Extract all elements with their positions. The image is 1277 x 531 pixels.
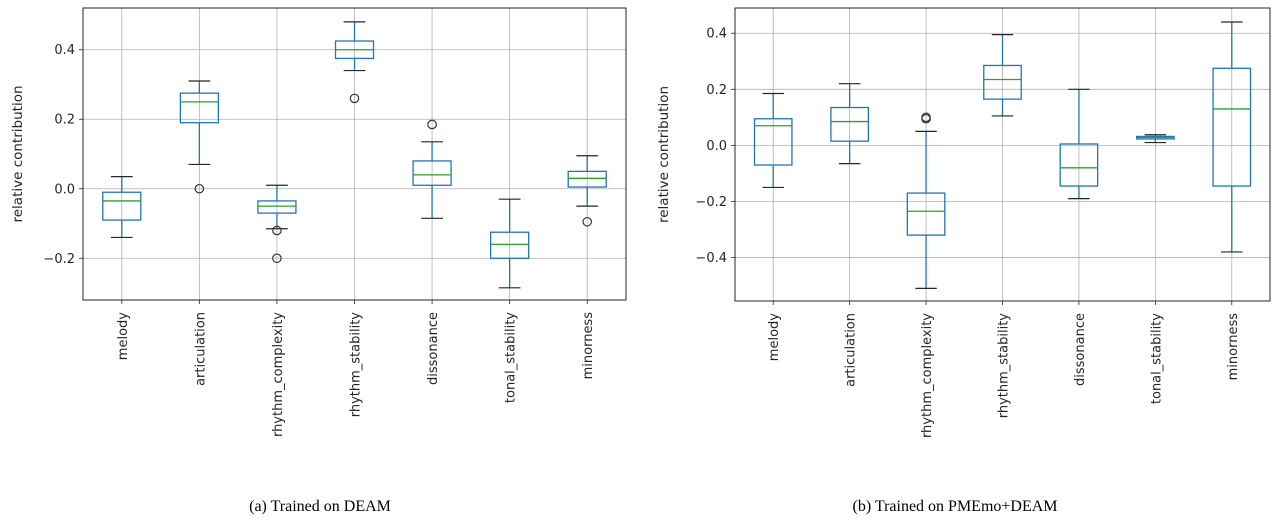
x-tick-label-rhythm-stability: rhythm_stability (997, 313, 1012, 419)
y-axis-label: relative contribution (656, 86, 672, 223)
iqr-box (489, 231, 530, 259)
y-tick-label: 0.0 (54, 182, 75, 197)
box-dissonance (412, 119, 452, 219)
x-tick-label-articulation: articulation (844, 313, 859, 387)
y-tick-label: −0.4 (695, 251, 727, 266)
iqr-box (983, 64, 1022, 100)
axes-frame (734, 7, 1271, 302)
outlier-point (427, 119, 437, 130)
iqr-box (906, 192, 946, 236)
x-tick-label-rhythm-complexity: rhythm_complexity (271, 312, 286, 437)
outlier-point (194, 183, 205, 194)
x-tick-label-minorness: minorness (1226, 313, 1241, 381)
x-tick-label-melody: melody (767, 313, 782, 361)
x-tick-label-rhythm-stability: rhythm_stability (349, 312, 364, 418)
box-rhythm-complexity (906, 112, 946, 289)
box-minorness (567, 155, 607, 227)
box-rhythm-stability (983, 34, 1022, 117)
boxplot-chart-pmemo-deam: −0.4 −0.2 0.0 0.2 0.4 melody articulation rhyth… (656, 7, 1271, 438)
y-tick-label: 0.2 (706, 83, 727, 98)
y-tick-label: 0.4 (54, 43, 75, 58)
iqr-box (567, 170, 607, 188)
y-tick-label: 0.4 (706, 27, 727, 42)
iqr-box (830, 106, 870, 142)
x-tick-label-tonal-stability: tonal_stability (504, 312, 519, 403)
iqr-box (1059, 143, 1099, 187)
x-tick-label-rhythm-complexity: rhythm_complexity (920, 313, 935, 438)
y-tick-label: −0.2 (43, 252, 75, 267)
box-articulation (179, 80, 220, 194)
x-tick-label-dissonance: dissonance (426, 312, 441, 385)
iqr-box (257, 200, 297, 214)
box-melody (102, 175, 142, 239)
box-tonal-stability (489, 198, 530, 289)
box-melody (753, 92, 793, 189)
x-tick-label-tonal-stability: tonal_stability (1149, 313, 1164, 404)
outlier-point (349, 93, 360, 104)
iqr-box (412, 160, 452, 186)
iqr-box (179, 92, 220, 124)
iqr-box (1212, 67, 1252, 187)
outlier-point (272, 225, 282, 236)
boxplot-chart-deam: −0.2 0.0 0.2 0.4 melody articulation rhythm_co… (10, 7, 627, 437)
box-tonal-stability (1135, 134, 1175, 144)
y-tick-label: −0.2 (695, 195, 727, 210)
outlier-point (582, 216, 593, 227)
axes-frame (82, 7, 627, 301)
outlier-point (921, 112, 931, 123)
x-tick-label-dissonance: dissonance (1073, 313, 1088, 386)
y-axis-label: relative contribution (10, 85, 26, 222)
x-tick-label-articulation: articulation (193, 312, 208, 386)
box-articulation (830, 83, 870, 165)
x-tick-label-melody: melody (116, 312, 131, 360)
y-tick-label: 0.2 (54, 113, 75, 128)
box-rhythm-stability (334, 21, 375, 104)
box-dissonance (1059, 88, 1099, 200)
iqr-box (102, 191, 142, 221)
outlier-point (272, 253, 282, 264)
caption-chart-b: (b) Trained on PMEmo+DEAM (852, 498, 1058, 515)
x-tick-label-minorness: minorness (581, 312, 596, 380)
box-minorness (1212, 21, 1252, 253)
box-rhythm-complexity (257, 184, 297, 264)
y-tick-label: 0.0 (706, 139, 727, 154)
iqr-box (753, 118, 793, 166)
caption-chart-a: (a) Trained on DEAM (249, 498, 391, 515)
